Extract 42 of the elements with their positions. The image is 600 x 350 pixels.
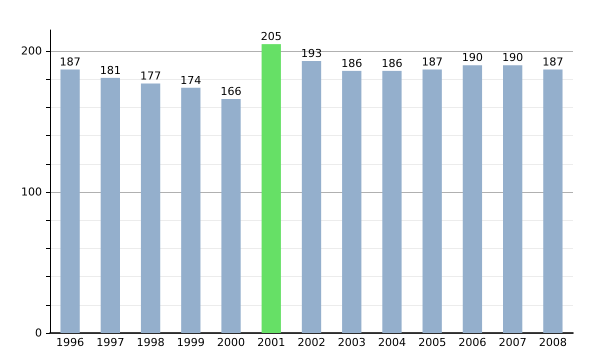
x-tick-label: 2000 [217, 336, 246, 349]
data-label: 205 [260, 30, 282, 44]
x-tick-label: 1998 [136, 336, 165, 349]
x-tick-label: 2001 [257, 336, 286, 349]
data-label: 190 [462, 51, 483, 64]
x-tick-label: 2003 [338, 336, 366, 349]
bar [302, 61, 322, 333]
data-label: 186 [341, 56, 362, 70]
data-label: 177 [140, 70, 162, 83]
x-tick-label: 2008 [538, 336, 567, 349]
bar [462, 65, 482, 333]
y-tick-label: 0 [35, 326, 42, 340]
data-label: 187 [422, 55, 443, 68]
x-tick-label: 2004 [378, 336, 406, 349]
x-tick-label: 2002 [298, 336, 326, 349]
y-tick-label: 100 [21, 186, 42, 199]
x-tick-label: 2007 [498, 336, 527, 349]
bar [382, 70, 402, 333]
data-label: 187 [60, 55, 81, 68]
bar [503, 65, 522, 333]
bar [422, 69, 442, 333]
data-label: 190 [502, 51, 524, 64]
bar [60, 69, 80, 333]
data-label: 181 [100, 64, 121, 77]
data-label: 186 [381, 56, 402, 70]
data-label: 166 [220, 85, 242, 98]
data-label: 174 [180, 74, 202, 87]
y-tick-label: 200 [21, 44, 42, 58]
x-tick-label: 1996 [56, 336, 84, 349]
bar [100, 78, 120, 333]
bar [342, 70, 362, 333]
bar [221, 99, 241, 333]
bar [140, 84, 160, 333]
x-tick-label: 2005 [418, 336, 446, 349]
x-tick-label: 1999 [176, 336, 205, 349]
bar [262, 44, 281, 333]
x-tick-label: 1997 [96, 336, 124, 349]
x-tick-label: 2006 [458, 336, 486, 349]
bar [543, 69, 563, 333]
data-label: 193 [301, 47, 322, 60]
data-label: 187 [542, 55, 564, 68]
bar [181, 88, 200, 333]
